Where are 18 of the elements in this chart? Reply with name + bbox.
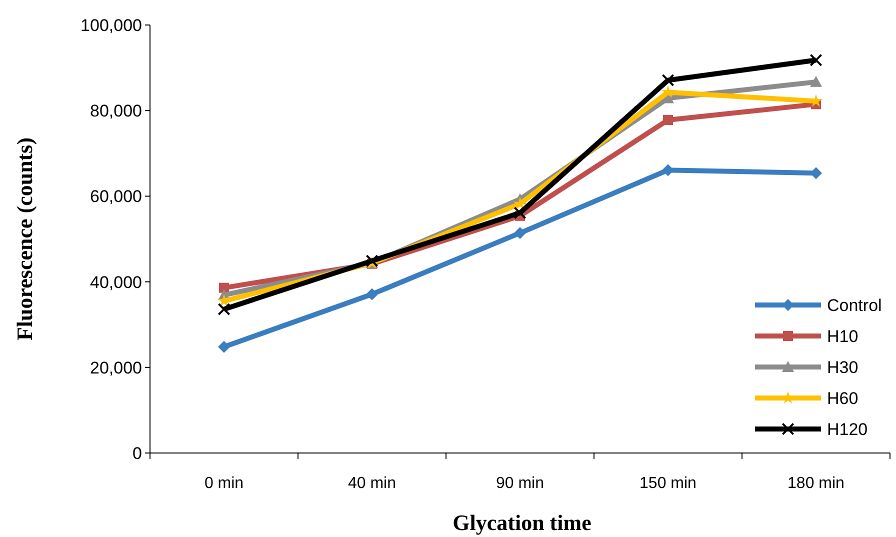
x-tick-label: 90 min	[496, 475, 544, 492]
legend-label: H60	[827, 388, 858, 408]
y-axis-title: Fluorescence (counts)	[12, 137, 37, 341]
y-tick-label: 0	[132, 444, 142, 463]
x-axis-title: Glycation time	[452, 510, 592, 535]
x-tick-label: 150 min	[640, 475, 696, 492]
y-tick-label: 20,000	[90, 358, 142, 378]
x-tick-label: 0 min	[204, 475, 244, 492]
y-tick-label: 40,000	[90, 272, 142, 292]
y-tick-label: 60,000	[90, 187, 142, 206]
legend-label: Control	[827, 296, 882, 315]
legend-label: H120	[827, 420, 868, 439]
legend-label: H10	[827, 326, 858, 346]
y-tick-label: 80,000	[90, 102, 142, 121]
x-tick-label: 40 min	[348, 475, 396, 492]
y-tick-label: 100,000	[80, 16, 142, 35]
legend-label: H30	[827, 358, 858, 377]
x-tick-label: 180 min	[788, 475, 844, 492]
